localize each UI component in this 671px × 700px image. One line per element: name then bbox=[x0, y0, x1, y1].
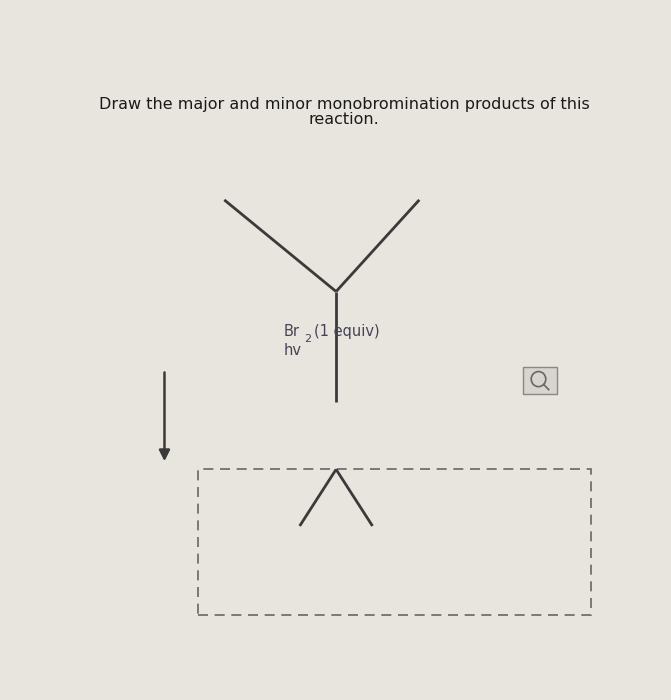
Bar bbox=[523, 367, 557, 394]
Text: Br: Br bbox=[284, 324, 300, 340]
Text: Draw the major and minor monobromination products of this: Draw the major and minor monobromination… bbox=[99, 97, 589, 113]
Text: 2: 2 bbox=[304, 334, 311, 344]
Text: (1 equiv): (1 equiv) bbox=[314, 324, 379, 340]
Text: hv: hv bbox=[284, 343, 302, 358]
Bar bbox=[199, 470, 591, 615]
Text: reaction.: reaction. bbox=[309, 112, 379, 127]
